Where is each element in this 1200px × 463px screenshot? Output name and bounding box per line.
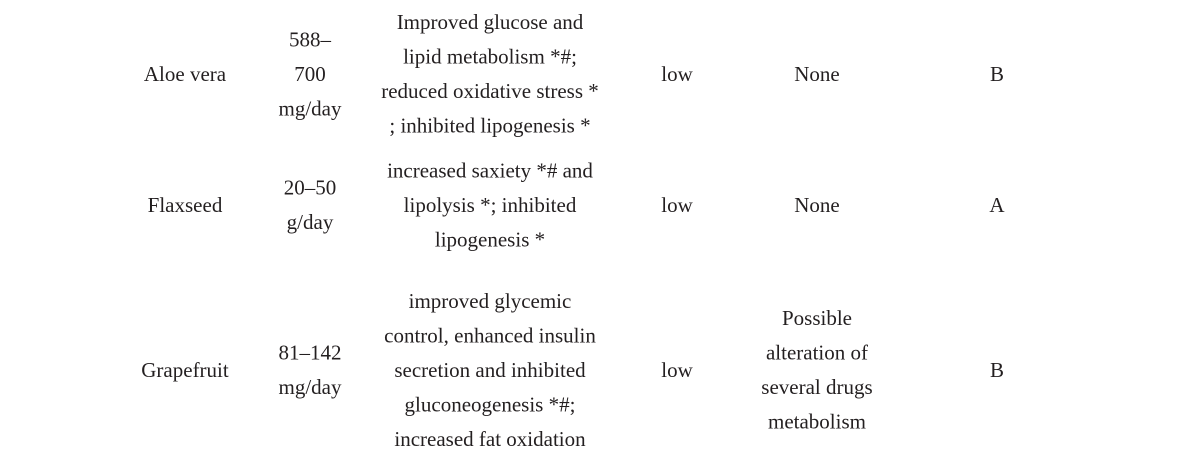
cell-text: metabolism xyxy=(768,410,866,434)
cell-text: 20–50 xyxy=(284,176,337,200)
cell-text: None xyxy=(794,193,840,217)
cell-text: 700 xyxy=(294,62,326,86)
cell-text: improved glycemic xyxy=(409,289,572,313)
cell-text: lipolysis *; inhibited xyxy=(404,193,577,217)
cell-text: g/day xyxy=(287,210,334,234)
cell-text: low xyxy=(661,62,693,86)
cell-text: reduced oxidative stress * xyxy=(381,79,599,103)
cell-text: alteration of xyxy=(766,341,868,365)
cell-text: 588– xyxy=(289,27,332,51)
cell-text: secretion and inhibited xyxy=(394,358,586,382)
cell-text: lipogenesis * xyxy=(435,227,545,251)
cell-text: ; inhibited lipogenesis * xyxy=(389,114,590,138)
cell-text: Flaxseed xyxy=(148,193,223,217)
cell-text: mg/day xyxy=(279,375,342,399)
cell-text: control, enhanced insulin xyxy=(384,323,596,347)
cell-text: Aloe vera xyxy=(144,62,227,86)
cell-text: increased saxiety *# and xyxy=(387,158,593,182)
cell-text: A xyxy=(989,193,1005,217)
cell-text: several drugs xyxy=(761,375,872,399)
cell-text: lipid metabolism *#; xyxy=(403,45,577,69)
cell-text: increased fat oxidation xyxy=(394,427,586,451)
cell-text: mg/day xyxy=(279,96,342,120)
cell-text: B xyxy=(990,358,1004,382)
cell-text: B xyxy=(990,62,1004,86)
cell-text: gluconeogenesis *#; xyxy=(405,392,576,416)
cell-text: None xyxy=(794,62,840,86)
cell-text: Improved glucose and xyxy=(397,10,584,34)
cell-text: 81–142 xyxy=(279,341,342,365)
cell-text: Possible xyxy=(782,306,852,330)
cell-text: low xyxy=(661,358,693,382)
cell-text: Grapefruit xyxy=(141,358,229,382)
cell-text: low xyxy=(661,193,693,217)
